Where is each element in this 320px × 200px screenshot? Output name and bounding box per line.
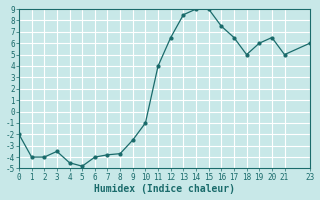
X-axis label: Humidex (Indice chaleur): Humidex (Indice chaleur) xyxy=(94,184,235,194)
